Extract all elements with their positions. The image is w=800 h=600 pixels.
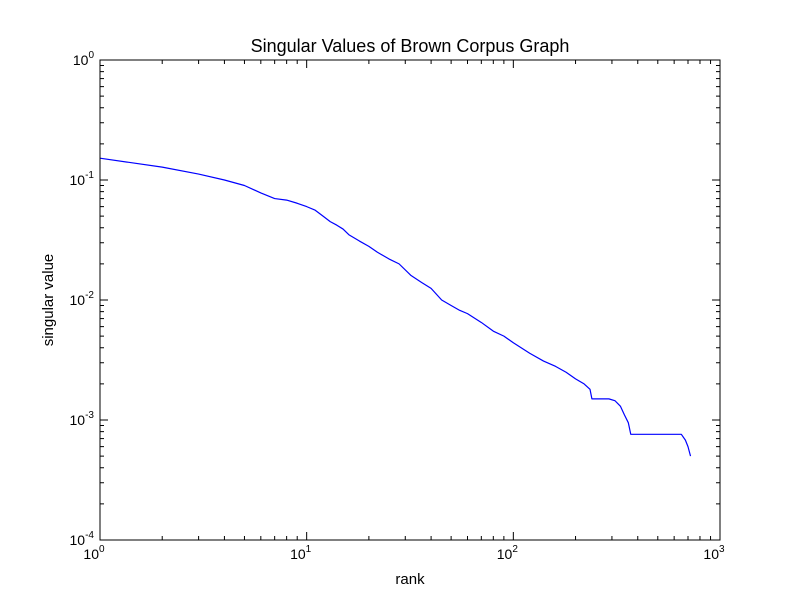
y-tick-label: 100 xyxy=(73,50,95,68)
y-tick-label: 10-4 xyxy=(70,530,95,548)
series-line-0 xyxy=(99,157,692,457)
x-axis-label: rank xyxy=(395,571,425,588)
chart-title: Singular Values of Brown Corpus Graph xyxy=(251,36,570,56)
y-tick-label: 10-2 xyxy=(70,290,95,308)
x-tick-label: 100 xyxy=(83,544,105,562)
x-axis-ticks: 100 101 102 103 xyxy=(83,60,725,562)
plot-area xyxy=(99,157,692,457)
x-tick-label: 103 xyxy=(703,544,725,562)
y-tick-label: 10-3 xyxy=(70,410,95,428)
x-tick-label: 102 xyxy=(497,544,519,562)
y-tick-label: 10-1 xyxy=(70,170,95,188)
y-axis-ticks: 100 10-1 10-2 10-3 10-4 xyxy=(70,50,720,548)
x-tick-label: 101 xyxy=(290,544,312,562)
y-axis-label: singular value xyxy=(40,254,57,347)
